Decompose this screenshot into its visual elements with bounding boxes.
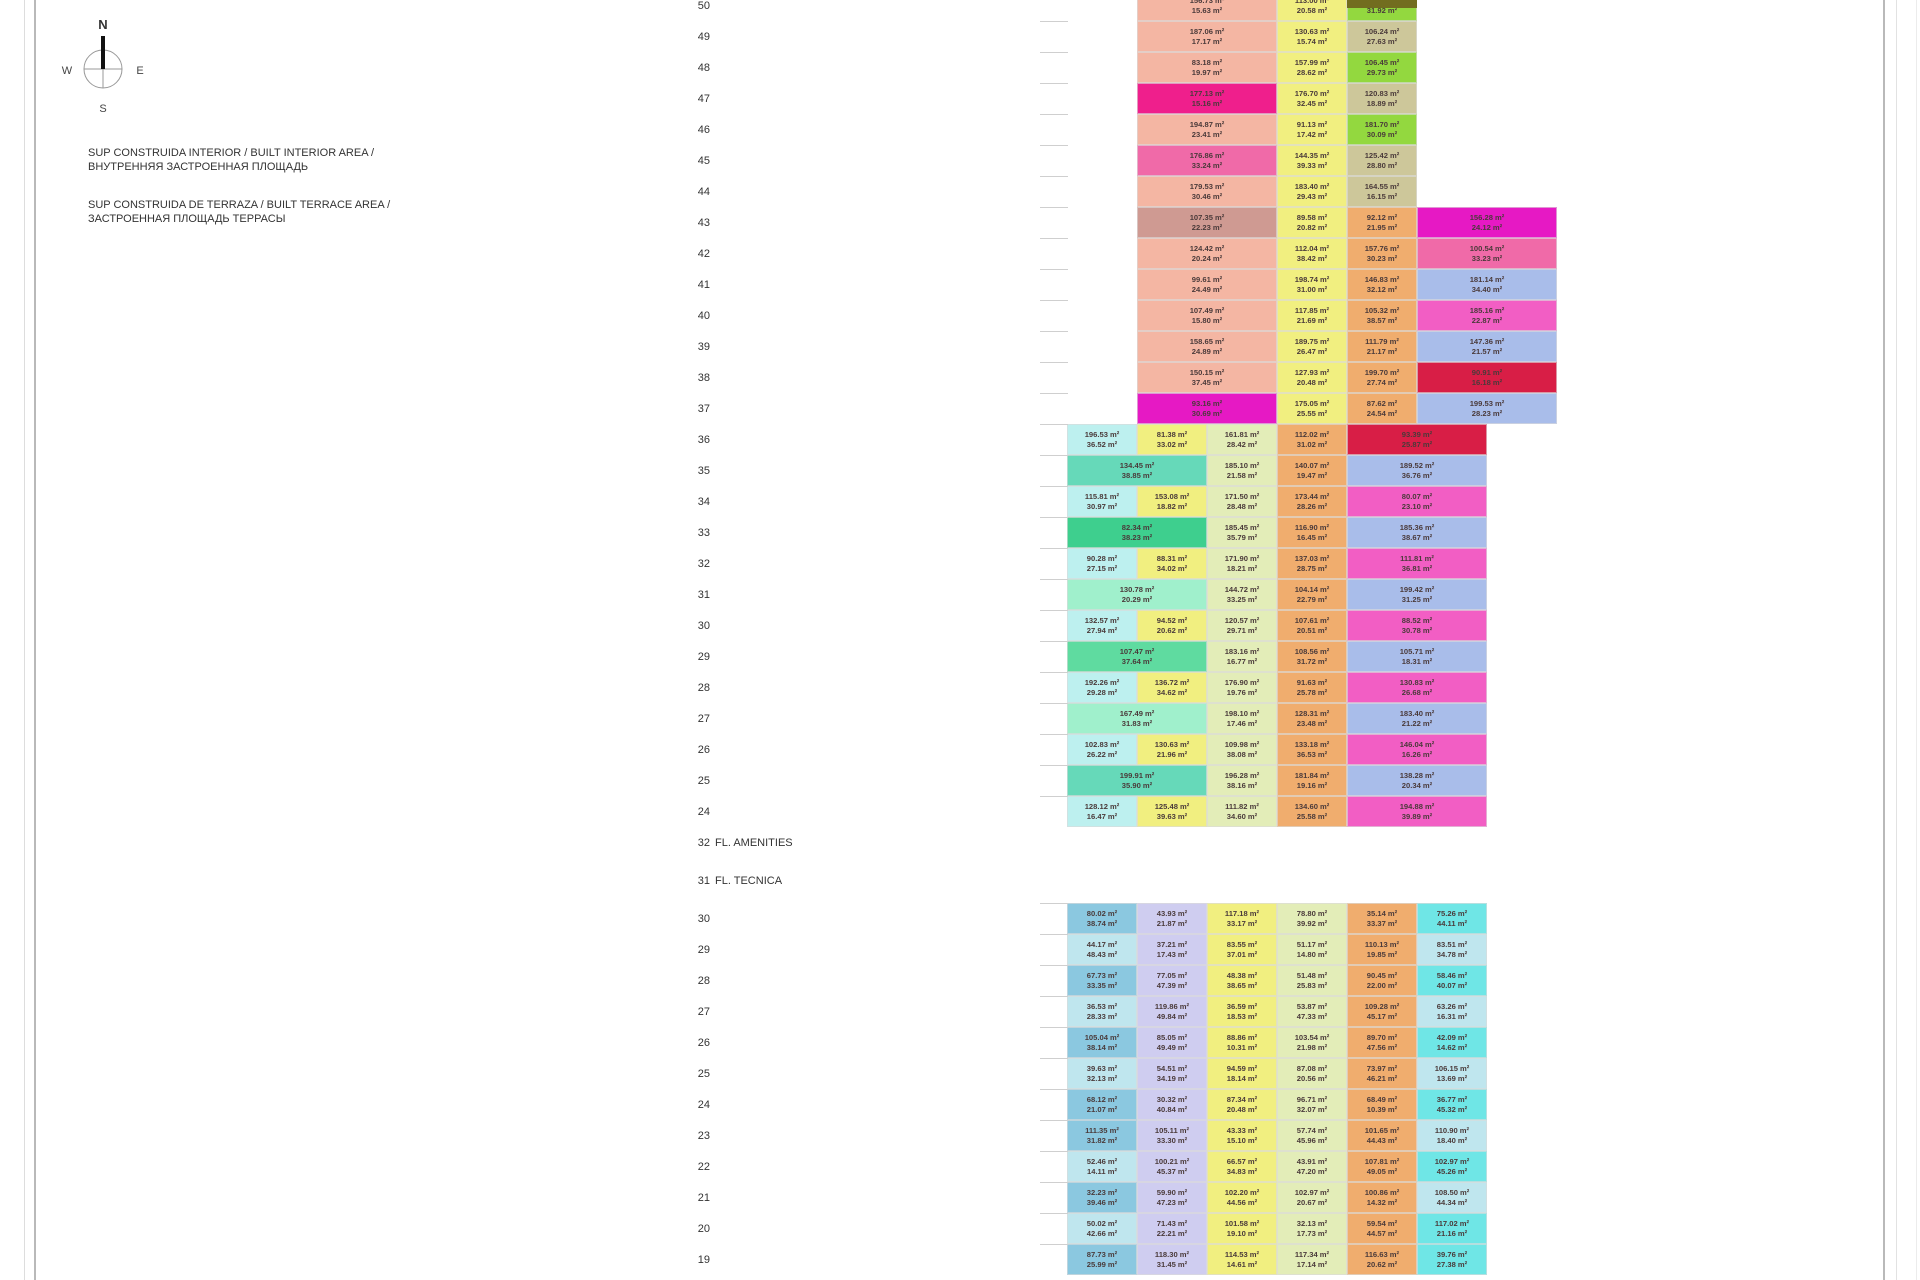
svg-text:S: S xyxy=(99,103,106,113)
svg-text:W: W xyxy=(62,65,73,77)
svg-text:E: E xyxy=(136,65,143,77)
svg-text:N: N xyxy=(98,17,107,32)
